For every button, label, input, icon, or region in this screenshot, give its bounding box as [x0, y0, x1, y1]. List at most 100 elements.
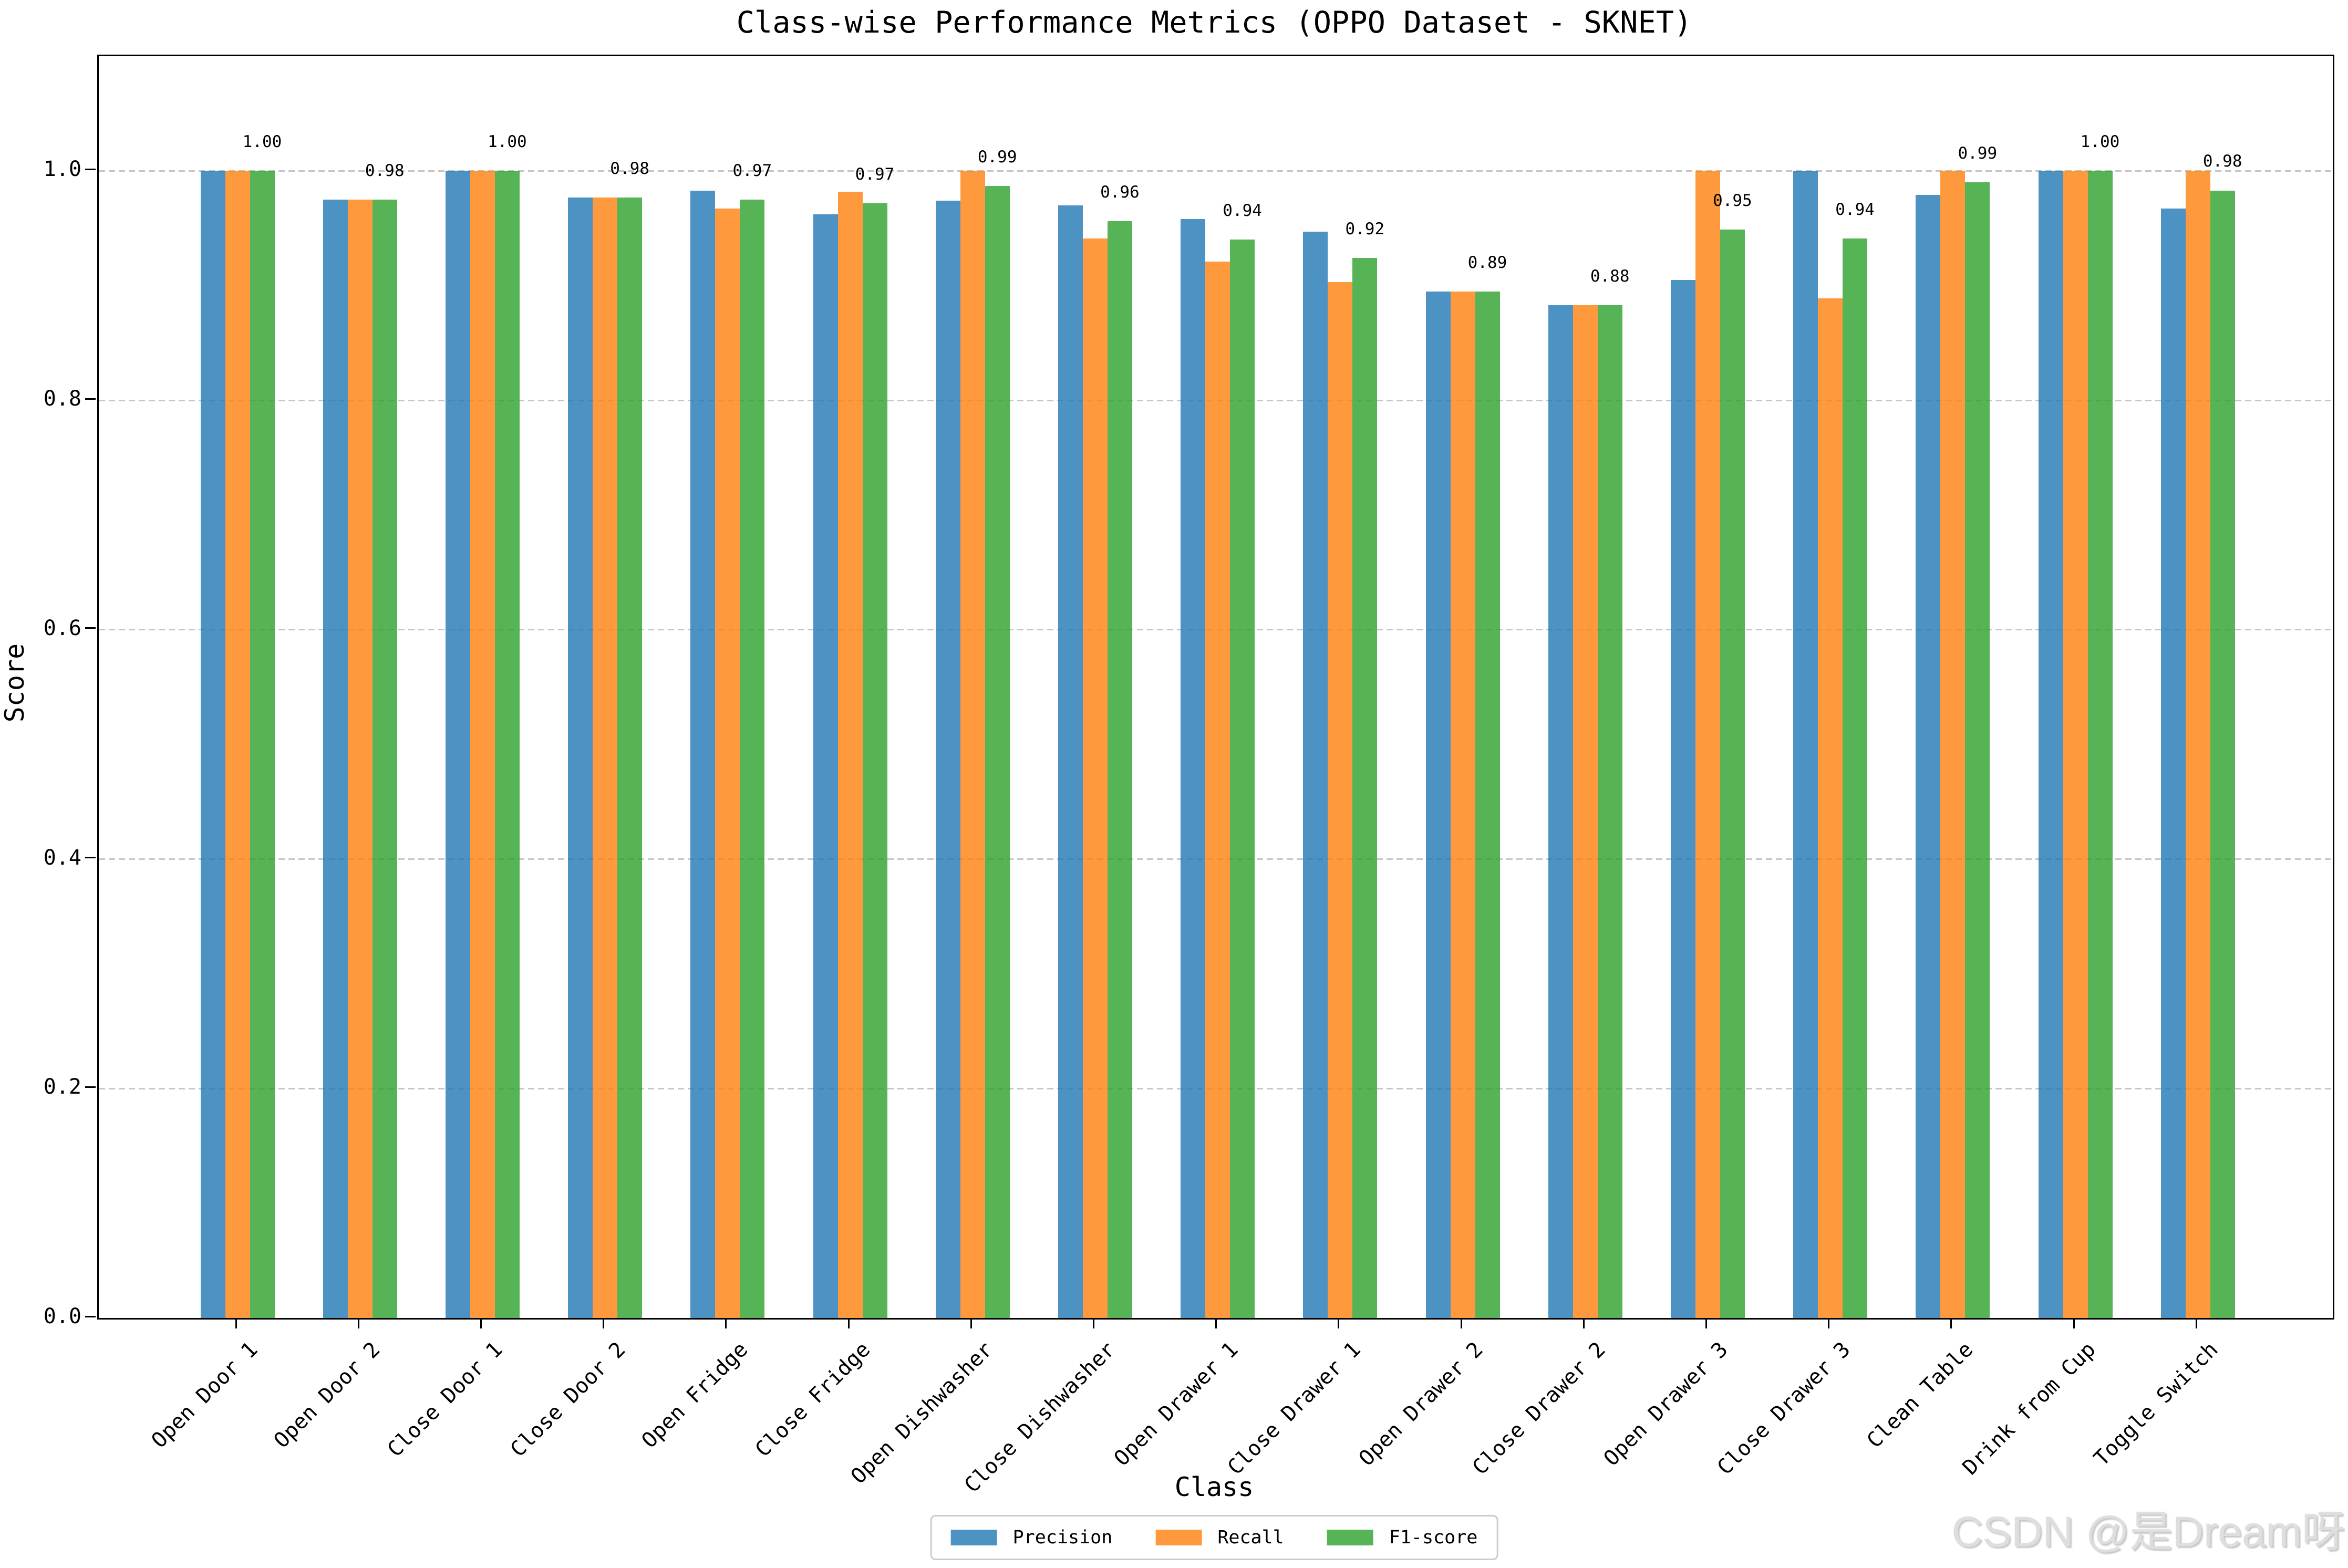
recall-bar — [960, 171, 985, 1318]
f1-score-bar — [1475, 291, 1500, 1318]
y-tick-mark — [85, 1315, 96, 1317]
x-tick-label-text: Close Fridge — [750, 1337, 875, 1462]
x-tick-mark — [970, 1318, 972, 1328]
recall-bar — [1328, 282, 1353, 1318]
legend-item: Recall — [1155, 1526, 1284, 1549]
legend-label: F1-score — [1389, 1527, 1478, 1548]
recall-bar — [1450, 291, 1475, 1318]
bar-value-label: 0.98 — [365, 161, 405, 180]
precision-bar — [2038, 171, 2063, 1318]
precision-bar — [200, 171, 225, 1318]
x-tick-label-text: Open Door 2 — [269, 1337, 385, 1453]
legend-label: Precision — [1012, 1527, 1113, 1548]
precision-bar — [1058, 205, 1083, 1318]
x-tick-mark — [357, 1318, 359, 1328]
bar-value-label: 1.00 — [488, 132, 527, 152]
x-tick-mark — [480, 1318, 482, 1328]
f1-score-bar — [617, 197, 643, 1318]
f1-score-bar — [985, 185, 1010, 1318]
x-tick-mark — [1582, 1318, 1585, 1328]
y-tick-mark — [85, 857, 96, 859]
y-tick-mark — [85, 398, 96, 400]
recall-bar — [2185, 171, 2210, 1318]
precision-bar — [1425, 291, 1451, 1318]
bar-value-label: 0.94 — [1835, 200, 1875, 220]
x-tick-label-text: Clean Table — [1862, 1337, 1978, 1453]
x-tick-mark — [1338, 1318, 1340, 1328]
y-tick-label: 0.0 — [43, 1304, 81, 1328]
x-tick-label-text: Open Door 1 — [147, 1337, 263, 1453]
legend-item: Precision — [950, 1526, 1113, 1549]
x-tick-label-text: Toggle Switch — [2089, 1337, 2223, 1471]
precision-bar — [690, 190, 716, 1318]
f1-score-bar — [1843, 238, 1868, 1318]
bar-value-label: 0.97 — [855, 164, 895, 184]
f1-score-bar — [2087, 171, 2113, 1318]
plot-area: 1.00 0.98 1.00 0.98 0.97 0.97 0.99 0.96 0.94 0.92… — [97, 55, 2334, 1320]
precision-bar — [813, 214, 838, 1318]
x-tick-mark — [2195, 1318, 2197, 1328]
f1-score-bar — [494, 171, 520, 1318]
y-tick-label: 1.0 — [43, 157, 81, 182]
bar-value-label: 0.95 — [1713, 191, 1752, 210]
y-tick-mark — [85, 1086, 96, 1088]
bar-value-label: 0.88 — [1590, 266, 1630, 286]
x-tick-mark — [847, 1318, 850, 1328]
recall-bar — [1818, 298, 1843, 1318]
bar-value-label: 1.00 — [2080, 132, 2120, 152]
y-tick-mark — [85, 168, 96, 170]
legend: Precision Recall F1-score — [930, 1515, 1498, 1560]
precision-bar — [1670, 279, 1695, 1318]
x-tick-mark — [2073, 1318, 2075, 1328]
bar-value-label: 0.99 — [1958, 144, 1998, 163]
x-tick-label-text: Close Drawer 3 — [1713, 1337, 1856, 1480]
recall-bar — [347, 199, 373, 1318]
watermark: CSDN @是Dream呀 — [1951, 1508, 2345, 1556]
precision-bar — [568, 197, 593, 1318]
precision-bar — [1548, 305, 1573, 1318]
f1-score-bar — [250, 171, 275, 1318]
precision-bar — [323, 199, 348, 1318]
bar-value-label: 0.96 — [1100, 183, 1140, 202]
x-tick-label-text: Open Drawer 3 — [1599, 1337, 1733, 1471]
y-tick-label: 0.2 — [43, 1075, 81, 1099]
bar-value-label: 0.94 — [1223, 201, 1262, 221]
y-tick-label: 0.4 — [43, 845, 81, 870]
bar-value-label: 0.89 — [1467, 253, 1507, 272]
y-tick-label: 0.8 — [43, 387, 81, 411]
legend-label: Recall — [1217, 1527, 1284, 1548]
bar-value-label: 0.98 — [610, 159, 649, 178]
precision-bar — [935, 201, 960, 1318]
f1-score-bar — [1352, 258, 1378, 1318]
recall-bar — [837, 191, 863, 1318]
x-tick-label-text: Close Door 2 — [505, 1337, 630, 1462]
precision-bar — [2160, 209, 2186, 1318]
f1-score-bar — [372, 199, 397, 1318]
x-tick-mark — [603, 1318, 605, 1328]
legend-item: F1-score — [1327, 1526, 1478, 1549]
x-tick-label-text: Open Fridge — [637, 1337, 753, 1453]
f1-score-bar — [1230, 240, 1255, 1318]
recall-bar — [470, 171, 495, 1318]
x-tick-label-text: Close Door 1 — [383, 1337, 508, 1462]
bar-value-label: 1.00 — [242, 132, 282, 152]
y-tick-label: 0.6 — [43, 616, 81, 640]
recall-bar — [2063, 171, 2088, 1318]
bar-value-label: 0.97 — [732, 161, 772, 180]
f1-score-bar — [862, 203, 887, 1318]
x-tick-mark — [1828, 1318, 1830, 1328]
y-axis-label: Score — [0, 643, 30, 723]
x-tick-label-text: Drink from Cup — [1958, 1337, 2101, 1480]
f1-score-bar — [1597, 305, 1622, 1318]
chart-title: Class-wise Performance Metrics (OPPO Dat… — [736, 5, 1692, 40]
f1-score-bar — [2210, 190, 2235, 1318]
x-tick-mark — [1705, 1318, 1707, 1328]
recall-bar — [593, 197, 618, 1318]
bar-value-label: 0.99 — [977, 147, 1017, 167]
precision-bar — [1916, 195, 1941, 1318]
recall-bar — [1205, 261, 1230, 1318]
x-tick-label-text: Close Drawer 1 — [1223, 1337, 1366, 1480]
f1-score-bar — [1720, 229, 1745, 1318]
recall-bar — [225, 171, 250, 1318]
